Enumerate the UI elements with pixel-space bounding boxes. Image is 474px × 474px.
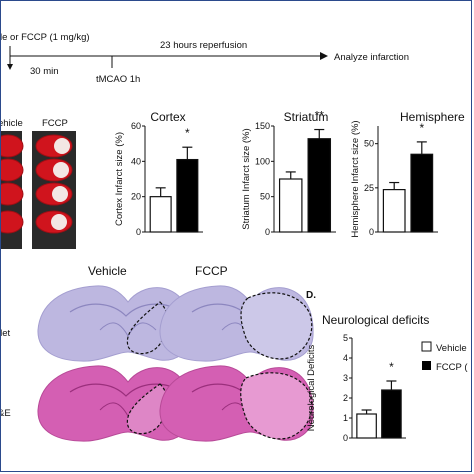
- chart-title: Hemisphere: [400, 110, 465, 124]
- y-tick-label: 100: [255, 156, 270, 166]
- y-tick-label: 0: [136, 227, 141, 237]
- y-tick-label: 20: [131, 192, 141, 202]
- y-tick-label: 150: [255, 121, 270, 131]
- y-axis-label: Neurological Deficits: [306, 344, 317, 431]
- significance-marker: *: [419, 121, 424, 135]
- timeline-reperfusion-label: 23 hours reperfusion: [160, 40, 247, 51]
- vehicle-nissl-section: [37, 285, 192, 362]
- significance-marker: *: [185, 126, 190, 140]
- y-tick-label: 4: [343, 353, 348, 363]
- timeline: le or FCCP (1 mg/kg) 30 min tMCAO 1h 23 …: [0, 32, 409, 85]
- y-tick-label: 50: [260, 192, 270, 202]
- y-tick-label: 0: [343, 433, 348, 443]
- y-tick-label: 25: [364, 183, 374, 193]
- histology-row2-label: &E: [0, 408, 11, 419]
- y-axis-label: Striatum Infarct size (%): [241, 128, 252, 229]
- chart-title: Striatum: [284, 110, 329, 124]
- ttc-fccp-infarct-area: [53, 162, 69, 178]
- y-tick-label: 40: [131, 156, 141, 166]
- legend-swatch-fccp: [422, 361, 431, 370]
- legend-label-vehicle: Vehicle: [436, 343, 467, 354]
- ttc-fccp-label: FCCP: [42, 118, 68, 129]
- ttc-panel: ehicle FCCP: [0, 118, 76, 249]
- y-tick-label: 1: [343, 413, 348, 423]
- y-axis-label: Cortex Infarct size (%): [114, 132, 125, 226]
- timeline-down-arrow-icon: [7, 64, 13, 70]
- timeline-30min-label: 30 min: [30, 66, 59, 77]
- timeline-analyze-label: Analyze infarction: [334, 52, 409, 63]
- significance-marker: **: [315, 109, 325, 123]
- ttc-vehicle-slice: [0, 158, 24, 182]
- y-axis-label: Hemisphere Infarct size (%): [350, 120, 361, 237]
- fccp-nissl-section: [159, 285, 314, 362]
- y-tick-label: 3: [343, 373, 348, 383]
- panel-d-letter: D.: [306, 290, 316, 301]
- ttc-fccp-infarct-area: [54, 138, 70, 154]
- neurological-deficits-chart: Neurological deficits 0 1 2 3 4 5 Neurological…: [306, 313, 429, 443]
- timeline-treatment-label: le or FCCP (1 mg/kg): [0, 32, 90, 43]
- y-tick-label: 0: [369, 227, 374, 237]
- legend-label-fccp: FCCP (: [436, 362, 468, 373]
- y-tick-label: 5: [343, 333, 348, 343]
- ttc-vehicle-slice: [0, 210, 24, 234]
- histology-row1-label: llet: [0, 328, 11, 339]
- legend-swatch-vehicle: [421, 341, 432, 352]
- ttc-vehicle-label: ehicle: [0, 118, 23, 129]
- ttc-vehicle-slice: [0, 182, 24, 206]
- vehicle-he-section: [37, 365, 192, 442]
- y-tick-label: 60: [131, 121, 141, 131]
- y-tick-label: 2: [343, 393, 348, 403]
- chart-title: Neurological deficits: [322, 313, 429, 327]
- ttc-fccp-infarct-area: [51, 214, 67, 230]
- cortex-chart: Cortex 0 20 40 60 Cortex Infarct size (%) *: [114, 110, 203, 237]
- histology-fccp-label: FCCP: [195, 264, 228, 278]
- histology-panel: Vehicle FCCP llet &E: [0, 264, 314, 442]
- y-tick-label: 0: [265, 227, 270, 237]
- ttc-fccp-infarct-area: [52, 186, 68, 202]
- timeline-tmcao-label: tMCAO 1h: [96, 74, 140, 85]
- histology-vehicle-label: Vehicle: [88, 264, 127, 278]
- ttc-vehicle-slice: [0, 134, 24, 158]
- legend: Vehicle FCCP (: [421, 341, 468, 373]
- timeline-arrow-head-icon: [320, 52, 328, 60]
- chart-title: Cortex: [150, 110, 185, 124]
- y-tick-label: 50: [364, 139, 374, 149]
- significance-marker: *: [389, 360, 394, 374]
- ttc-slices: [0, 134, 73, 234]
- fccp-he-section: [159, 365, 314, 442]
